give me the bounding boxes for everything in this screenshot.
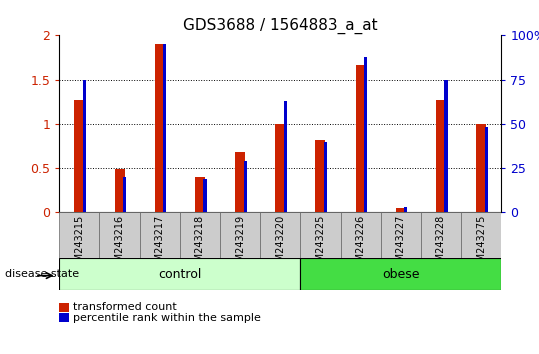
Bar <box>235 152 245 212</box>
Bar <box>300 212 341 258</box>
Text: GSM243228: GSM243228 <box>436 215 446 274</box>
Bar <box>140 212 180 258</box>
Bar <box>396 208 406 212</box>
Bar <box>421 212 461 258</box>
Bar <box>114 169 125 212</box>
Text: GSM243227: GSM243227 <box>396 215 406 274</box>
Title: GDS3688 / 1564883_a_at: GDS3688 / 1564883_a_at <box>183 18 378 34</box>
Bar <box>381 212 421 258</box>
Text: GSM243275: GSM243275 <box>476 215 486 274</box>
Bar <box>100 212 140 258</box>
Bar <box>356 65 365 212</box>
Bar <box>364 57 367 212</box>
Bar <box>83 80 86 212</box>
Bar <box>203 179 206 212</box>
Text: GSM243225: GSM243225 <box>315 215 326 274</box>
Text: control: control <box>158 268 202 281</box>
Bar <box>180 212 220 258</box>
Bar <box>485 127 488 212</box>
Text: percentile rank within the sample: percentile rank within the sample <box>73 313 261 323</box>
Text: GSM243220: GSM243220 <box>275 215 285 274</box>
Text: GSM243215: GSM243215 <box>74 215 85 274</box>
Bar <box>244 161 247 212</box>
Text: disease state: disease state <box>5 269 80 279</box>
Text: GSM243216: GSM243216 <box>115 215 125 274</box>
Bar <box>315 140 326 212</box>
Bar <box>163 44 167 212</box>
Bar <box>59 212 100 258</box>
Text: transformed count: transformed count <box>73 302 176 312</box>
Bar <box>324 142 327 212</box>
Bar <box>404 207 407 212</box>
Bar <box>341 212 381 258</box>
Text: obese: obese <box>382 268 419 281</box>
Bar <box>284 101 287 212</box>
Bar <box>74 100 85 212</box>
Text: GSM243226: GSM243226 <box>356 215 365 274</box>
Text: GSM243217: GSM243217 <box>155 215 165 274</box>
Bar <box>260 212 300 258</box>
Bar <box>275 124 285 212</box>
Bar <box>300 258 501 290</box>
Text: GSM243218: GSM243218 <box>195 215 205 274</box>
Bar <box>195 177 205 212</box>
Bar <box>155 44 165 212</box>
Bar <box>445 80 447 212</box>
Bar <box>436 100 446 212</box>
Bar <box>476 124 486 212</box>
Text: GSM243219: GSM243219 <box>235 215 245 274</box>
Bar <box>220 212 260 258</box>
Bar <box>123 177 126 212</box>
Bar <box>59 258 300 290</box>
Bar <box>461 212 501 258</box>
